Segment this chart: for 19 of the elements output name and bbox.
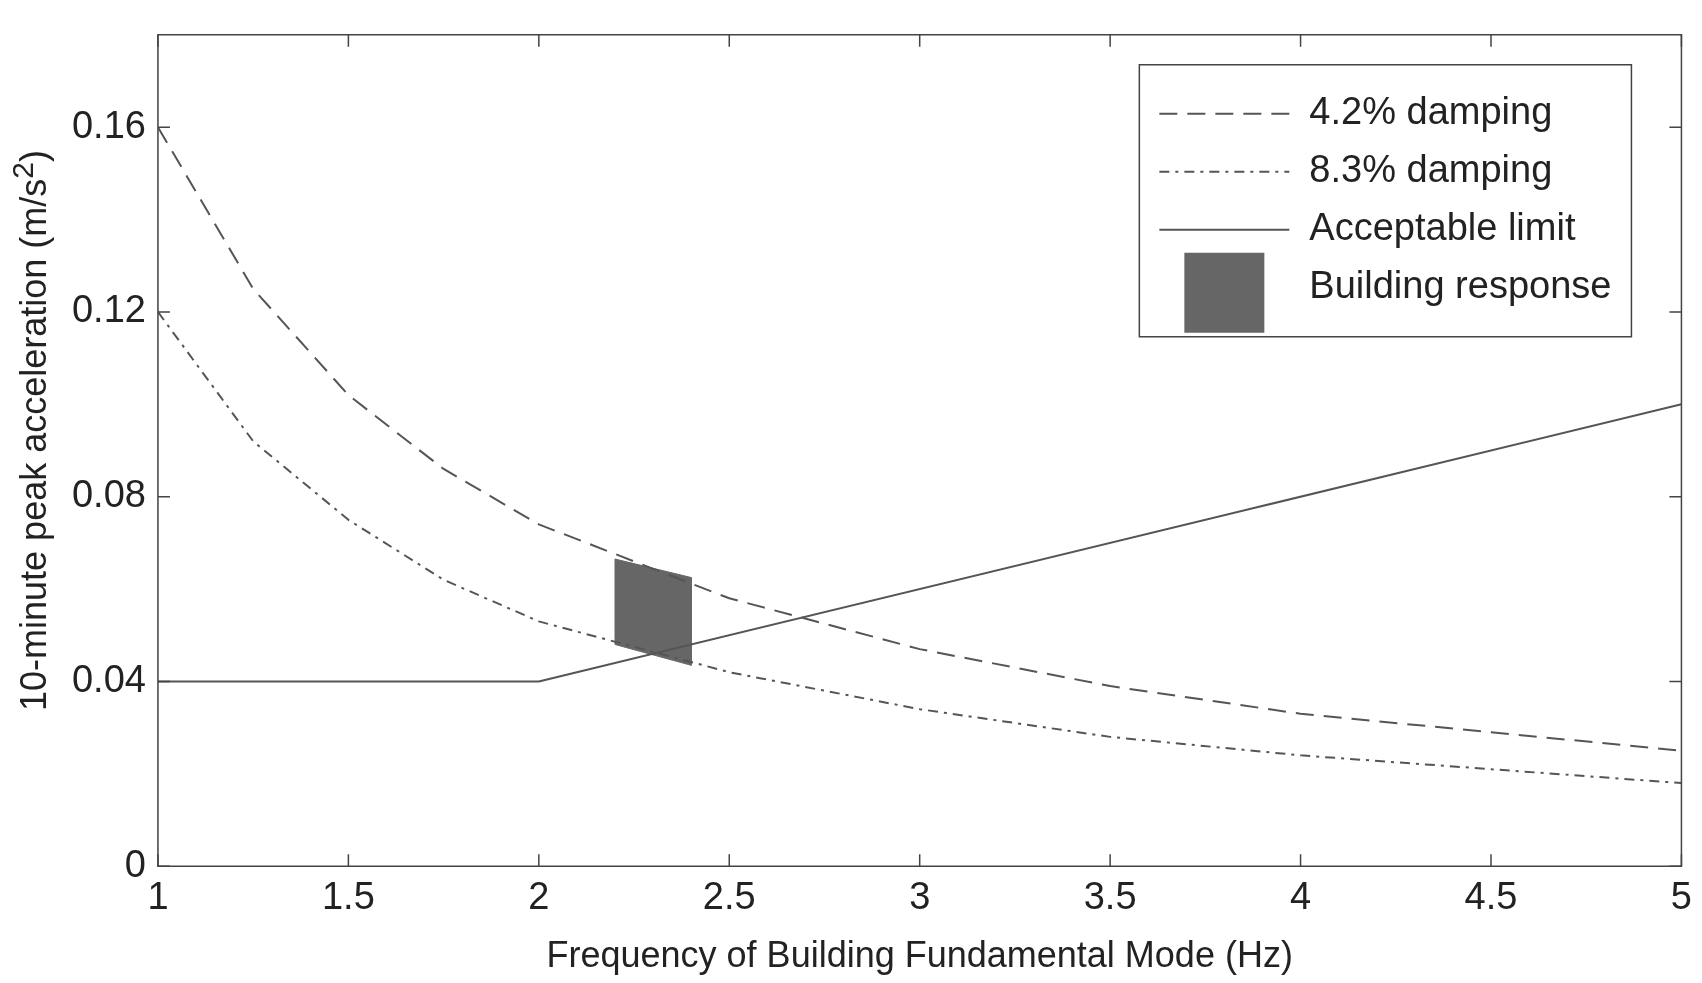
x-tick-label: 1 [147,875,169,918]
x-axis-title: Frequency of Building Fundamental Mode (Hz) [546,934,1293,976]
x-tick-label: 2 [528,875,550,918]
legend-label: Building response [1309,264,1612,307]
y-tick-label: 0.08 [71,473,146,516]
x-tick-label: 3.5 [1083,875,1137,918]
legend-label: 8.3% damping [1309,148,1553,191]
x-tick-label: 4.5 [1464,875,1518,918]
x-tick-label: 3 [909,875,931,918]
x-tick-label: 5 [1670,875,1692,918]
x-tick-label: 4 [1289,875,1312,918]
y-tick-label: 0.16 [71,103,146,146]
x-tick-label: 2.5 [702,875,756,918]
y-tick-label: 0.12 [71,288,146,331]
legend-label: 4.2% damping [1309,90,1553,133]
y-tick-label: 0 [124,842,146,885]
y-tick-label: 0.04 [71,657,146,700]
legend-label: Acceptable limit [1309,206,1576,249]
x-tick-label: 1.5 [321,875,375,918]
